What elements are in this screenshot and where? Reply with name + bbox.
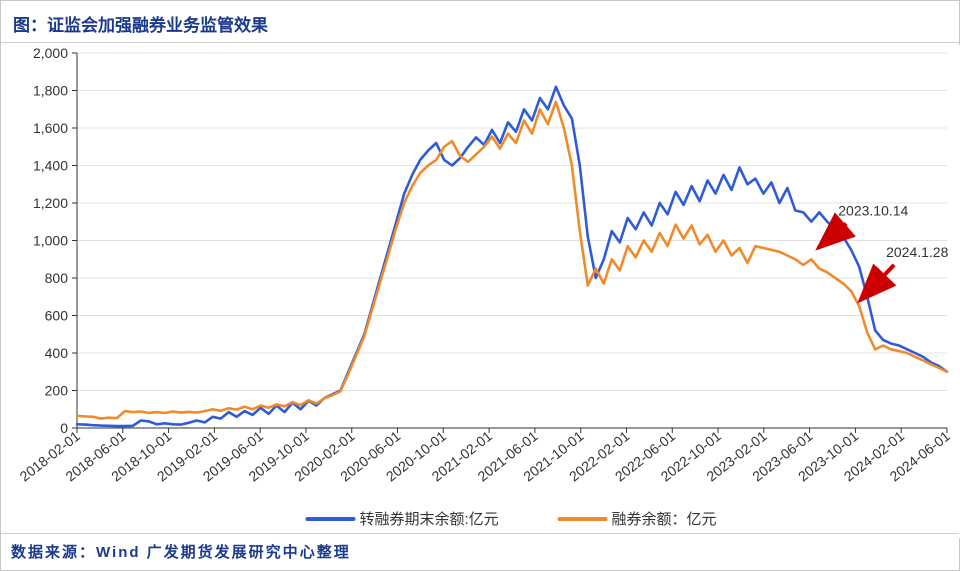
svg-text:1,400: 1,400 [33, 158, 68, 174]
chart-title: 图：证监会加强融券业务监管效果 [1, 1, 959, 43]
svg-text:200: 200 [45, 383, 69, 399]
svg-text:融券余额：亿元: 融券余额：亿元 [612, 510, 717, 528]
svg-text:1,600: 1,600 [33, 120, 68, 136]
svg-text:1,800: 1,800 [33, 83, 68, 99]
svg-text:1,200: 1,200 [33, 195, 68, 211]
svg-text:800: 800 [45, 270, 69, 286]
svg-text:转融券期末余额:亿元: 转融券期末余额:亿元 [360, 510, 499, 528]
data-source: 数据来源：Wind 广发期货发展研究中心整理 [1, 533, 959, 570]
svg-text:2024.1.28: 2024.1.28 [886, 244, 948, 260]
chart-area: 02004006008001,0001,2001,4001,6001,8002,… [1, 45, 959, 536]
svg-text:600: 600 [45, 308, 69, 324]
svg-text:400: 400 [45, 345, 69, 361]
chart-container: 图：证监会加强融券业务监管效果 02004006008001,0001,2001… [0, 0, 960, 571]
svg-text:1,000: 1,000 [33, 233, 68, 249]
svg-text:2,000: 2,000 [33, 45, 68, 61]
svg-text:2023.10.14: 2023.10.14 [838, 203, 908, 219]
